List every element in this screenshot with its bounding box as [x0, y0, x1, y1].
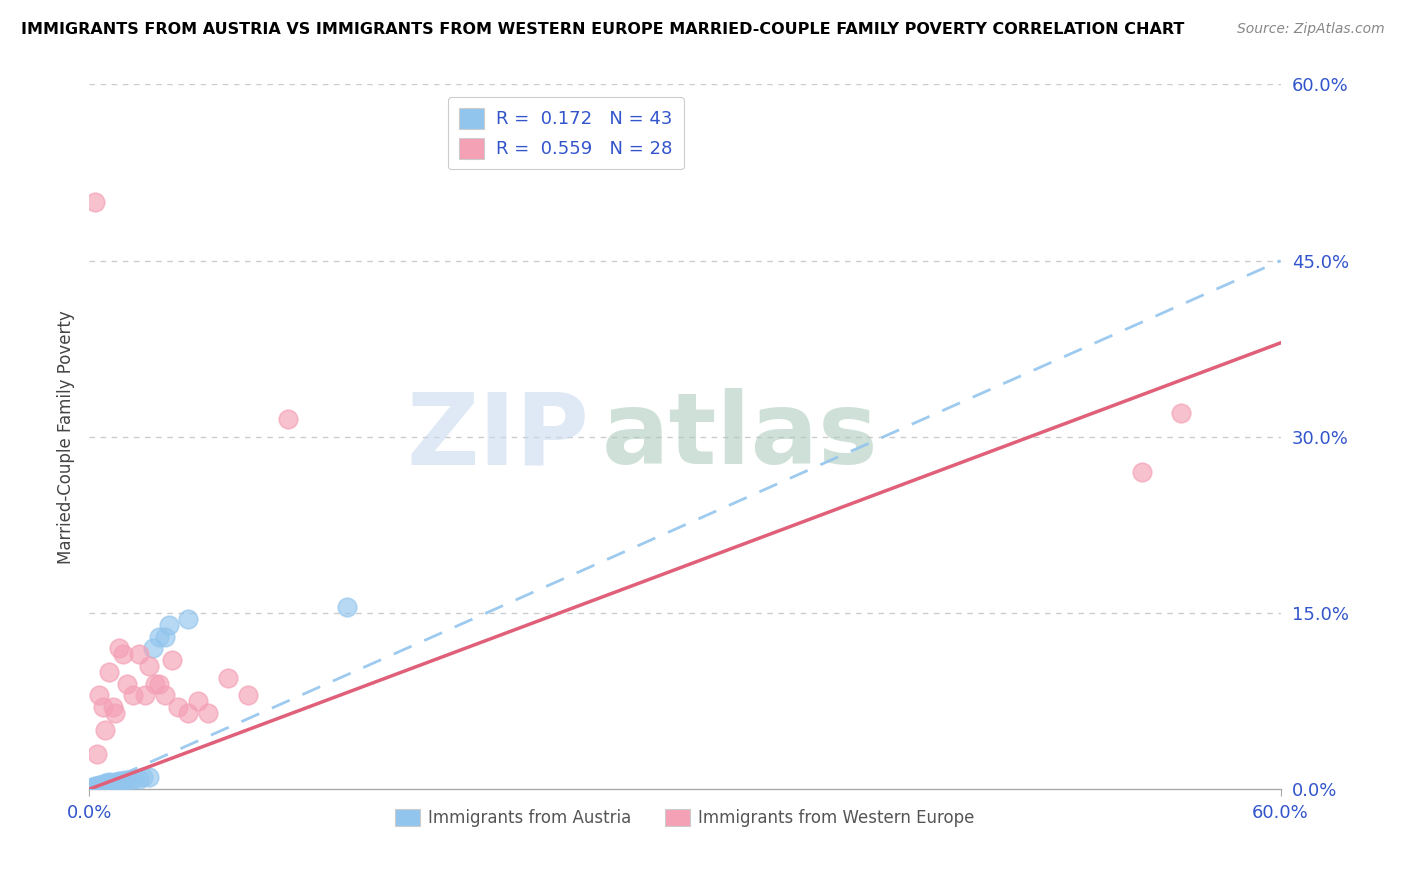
Point — [177, 612, 200, 626]
Point — [87, 778, 110, 792]
Point — [128, 772, 150, 786]
Point — [153, 630, 176, 644]
Point — [148, 630, 170, 644]
Point — [87, 688, 110, 702]
Point — [187, 694, 209, 708]
Point — [90, 780, 112, 794]
Point — [121, 688, 143, 702]
Point — [82, 780, 104, 795]
Point — [101, 700, 124, 714]
Point — [94, 776, 117, 790]
Point — [148, 676, 170, 690]
Point — [138, 659, 160, 673]
Point — [87, 779, 110, 793]
Point — [138, 771, 160, 785]
Point — [82, 780, 104, 794]
Point — [157, 617, 180, 632]
Legend: Immigrants from Austria, Immigrants from Western Europe: Immigrants from Austria, Immigrants from… — [388, 802, 981, 834]
Point — [80, 780, 103, 795]
Point — [121, 772, 143, 786]
Point — [131, 771, 153, 785]
Point — [108, 774, 131, 789]
Point — [80, 782, 103, 797]
Point — [236, 688, 259, 702]
Point — [153, 688, 176, 702]
Point — [134, 688, 156, 702]
Point — [143, 676, 166, 690]
Point — [100, 776, 122, 790]
Point — [128, 647, 150, 661]
Point — [114, 772, 136, 787]
Point — [84, 194, 107, 209]
Point — [115, 676, 138, 690]
Text: Source: ZipAtlas.com: Source: ZipAtlas.com — [1237, 22, 1385, 37]
Point — [86, 780, 108, 795]
Point — [84, 780, 107, 794]
Point — [97, 775, 120, 789]
Point — [94, 779, 117, 793]
Point — [277, 412, 299, 426]
Point — [142, 641, 165, 656]
Point — [97, 778, 120, 792]
Text: IMMIGRANTS FROM AUSTRIA VS IMMIGRANTS FROM WESTERN EUROPE MARRIED-COUPLE FAMILY : IMMIGRANTS FROM AUSTRIA VS IMMIGRANTS FR… — [21, 22, 1184, 37]
Point — [217, 671, 239, 685]
Point — [105, 775, 128, 789]
Point — [162, 653, 184, 667]
Point — [1170, 406, 1192, 420]
Point — [86, 747, 108, 761]
Point — [167, 700, 190, 714]
Point — [1130, 465, 1153, 479]
Point — [94, 723, 117, 738]
Point — [111, 647, 134, 661]
Point — [104, 775, 127, 789]
Point — [80, 780, 103, 795]
Point — [96, 779, 118, 793]
Point — [91, 778, 114, 792]
Point — [118, 772, 141, 787]
Point — [101, 776, 124, 790]
Point — [110, 774, 132, 789]
Point — [82, 782, 104, 797]
Point — [197, 706, 219, 720]
Point — [104, 706, 127, 720]
Point — [86, 779, 108, 793]
Y-axis label: Married-Couple Family Poverty: Married-Couple Family Poverty — [58, 310, 75, 564]
Point — [108, 641, 131, 656]
Point — [87, 780, 110, 794]
Point — [84, 780, 107, 795]
Point — [97, 665, 120, 679]
Point — [91, 700, 114, 714]
Point — [336, 600, 359, 615]
Point — [90, 778, 112, 792]
Point — [91, 779, 114, 793]
Point — [84, 779, 107, 793]
Point — [79, 782, 101, 797]
Point — [177, 706, 200, 720]
Text: atlas: atlas — [602, 388, 877, 485]
Text: ZIP: ZIP — [406, 388, 589, 485]
Point — [96, 776, 118, 790]
